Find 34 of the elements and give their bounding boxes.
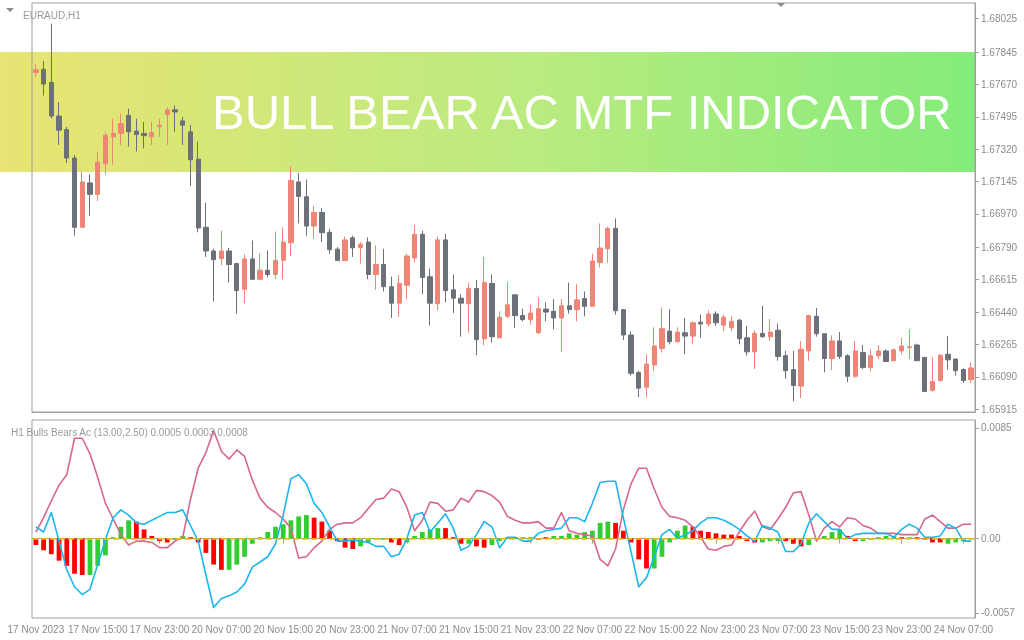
y-tick-label: 1.67320 [981, 143, 1018, 155]
x-tick-label: 20 Nov 23:00 [315, 623, 376, 635]
x-tick-label: 23 Nov 15:00 [809, 623, 870, 635]
x-tick-label: 24 Nov 07:00 [933, 623, 994, 635]
y-tick-label: 1.66790 [981, 241, 1018, 253]
y-tick-label: 1.66615 [981, 274, 1018, 286]
x-tick-label: 17 Nov 15:00 [67, 623, 128, 635]
y-tick-label: 1.66440 [981, 306, 1018, 318]
y-tick-label: 0.0085 [981, 422, 1013, 434]
x-tick-label: 22 Nov 15:00 [624, 623, 685, 635]
x-tick-label: 22 Nov 23:00 [686, 623, 747, 635]
y-tick-label: 1.67845 [981, 46, 1018, 58]
y-tick-label: 1.67495 [981, 111, 1018, 123]
x-tick-label: 23 Nov 07:00 [748, 623, 809, 635]
y-tick-label: 1.67670 [981, 78, 1018, 90]
y-tick-label: -0.0057 [981, 607, 1016, 619]
x-tick-label: 22 Nov 07:00 [562, 623, 623, 635]
y-tick-label: 0.00 [981, 533, 1001, 545]
y-tick-label: 1.65915 [981, 403, 1018, 415]
x-tick-label: 20 Nov 15:00 [253, 623, 314, 635]
x-tick-label: 17 Nov 23:00 [129, 623, 190, 635]
text: EURAUD,H1 [23, 9, 82, 21]
text: BULL BEAR AC MTF INDICATOR [212, 84, 952, 141]
x-tick-label: 21 Nov 23:00 [500, 623, 561, 635]
y-tick-label: 1.66970 [981, 208, 1018, 220]
y-tick-label: 1.66090 [981, 371, 1018, 383]
x-tick-label: 23 Nov 23:00 [871, 623, 932, 635]
y-tick-label: 1.67145 [981, 176, 1018, 188]
x-tick-label: 21 Nov 15:00 [438, 623, 499, 635]
y-tick-label: 1.68025 [981, 13, 1018, 25]
x-tick-label: 17 Nov 2023 [7, 623, 65, 635]
y-tick-label: 1.66265 [981, 338, 1018, 350]
x-tick-label: 21 Nov 07:00 [377, 623, 438, 635]
x-tick-label: 20 Nov 07:00 [191, 623, 252, 635]
